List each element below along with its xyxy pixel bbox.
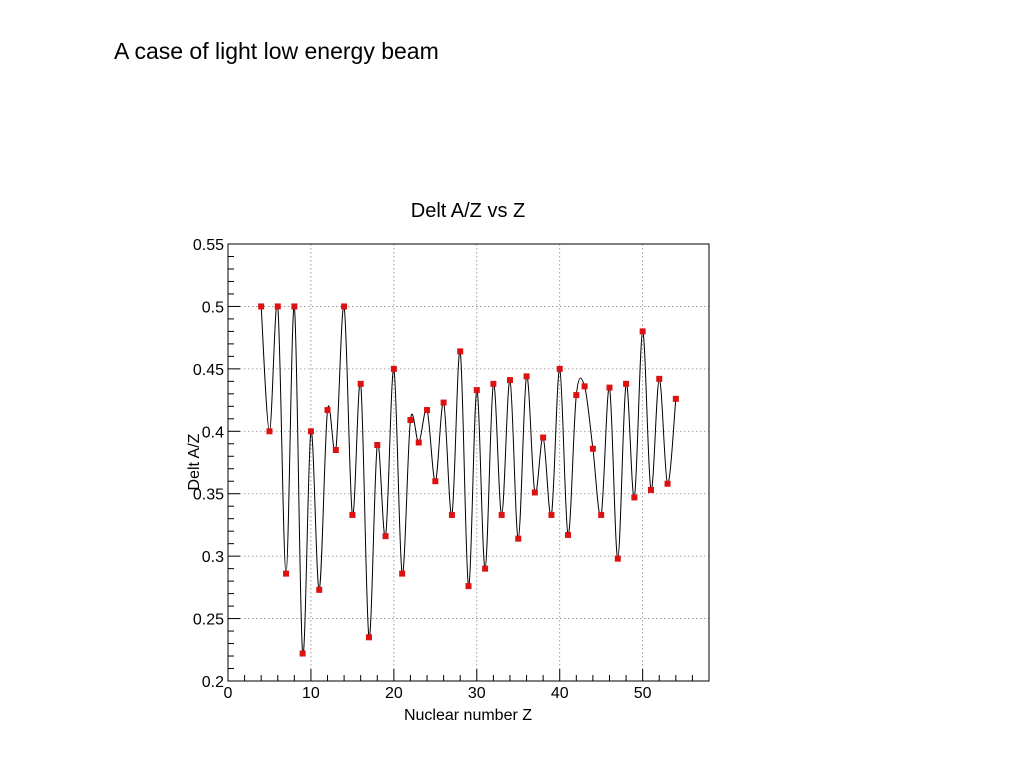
data-point	[490, 380, 497, 387]
x-tick-label: 50	[634, 685, 652, 702]
data-point	[565, 531, 572, 538]
y-tick-label: 0.35	[193, 487, 224, 504]
data-point	[540, 434, 547, 441]
axis-ticks	[227, 243, 693, 682]
data-point	[299, 650, 306, 657]
data-point	[357, 380, 364, 387]
y-tick-label: 0.45	[193, 362, 224, 379]
data-point	[498, 511, 505, 518]
data-point	[316, 586, 323, 593]
data-point	[291, 303, 298, 310]
chart-title: Delt A/Z vs Z	[411, 200, 525, 222]
data-point	[672, 395, 679, 402]
data-point	[631, 494, 638, 501]
data-point	[324, 407, 331, 414]
data-point	[266, 428, 273, 435]
series-curve	[260, 303, 677, 656]
data-point	[506, 377, 513, 384]
data-point	[399, 570, 406, 577]
y-tick-label: 0.5	[202, 299, 224, 316]
tick-labels: 0 10 20 30 40 50 0.2 0.25 0.3 0.35 0.4 0.45 0.5 0.55	[193, 237, 652, 702]
data-point	[656, 375, 663, 382]
data-point	[647, 486, 654, 493]
data-point	[465, 583, 472, 590]
data-point	[382, 533, 389, 540]
data-point	[332, 447, 339, 454]
data-point	[365, 634, 372, 641]
y-tick-label: 0.4	[202, 424, 224, 441]
data-point	[424, 407, 431, 414]
y-tick-label: 0.25	[193, 612, 224, 629]
data-point	[664, 480, 671, 487]
data-point	[415, 439, 422, 446]
y-tick-label: 0.3	[202, 549, 224, 566]
x-tick-label: 30	[468, 685, 486, 702]
data-point	[307, 428, 314, 435]
y-axis-label: Delt A/Z	[186, 433, 203, 490]
data-point	[573, 392, 580, 399]
data-point	[341, 303, 348, 310]
data-point	[390, 365, 397, 372]
x-tick-label: 40	[551, 685, 569, 702]
x-axis-label: Nuclear number Z	[404, 707, 532, 724]
data-point	[614, 555, 621, 562]
data-point	[523, 373, 530, 380]
data-point	[448, 511, 455, 518]
data-point	[598, 511, 605, 518]
data-point	[440, 399, 447, 406]
data-point	[589, 445, 596, 452]
data-point	[639, 328, 646, 335]
data-point	[473, 387, 480, 394]
y-tick-label: 0.2	[202, 674, 224, 691]
x-tick-label: 0	[224, 685, 233, 702]
slide-title: A case of light low energy beam	[114, 38, 439, 64]
data-point	[581, 383, 588, 390]
data-point	[623, 380, 630, 387]
data-point	[515, 535, 522, 542]
x-tick-label: 10	[302, 685, 320, 702]
data-point	[274, 303, 281, 310]
data-point	[374, 442, 381, 449]
data-point	[432, 478, 439, 485]
data-points	[258, 303, 679, 657]
x-tick-label: 20	[385, 685, 403, 702]
data-point	[258, 303, 265, 310]
y-tick-label: 0.55	[193, 237, 224, 254]
data-point	[531, 489, 538, 496]
data-point	[407, 417, 414, 424]
data-point	[482, 565, 489, 572]
data-point	[349, 511, 356, 518]
data-point	[548, 511, 555, 518]
data-point	[556, 365, 563, 372]
plot-frame	[227, 243, 710, 682]
data-point	[283, 570, 290, 577]
data-point	[606, 384, 613, 391]
data-point	[457, 348, 464, 355]
